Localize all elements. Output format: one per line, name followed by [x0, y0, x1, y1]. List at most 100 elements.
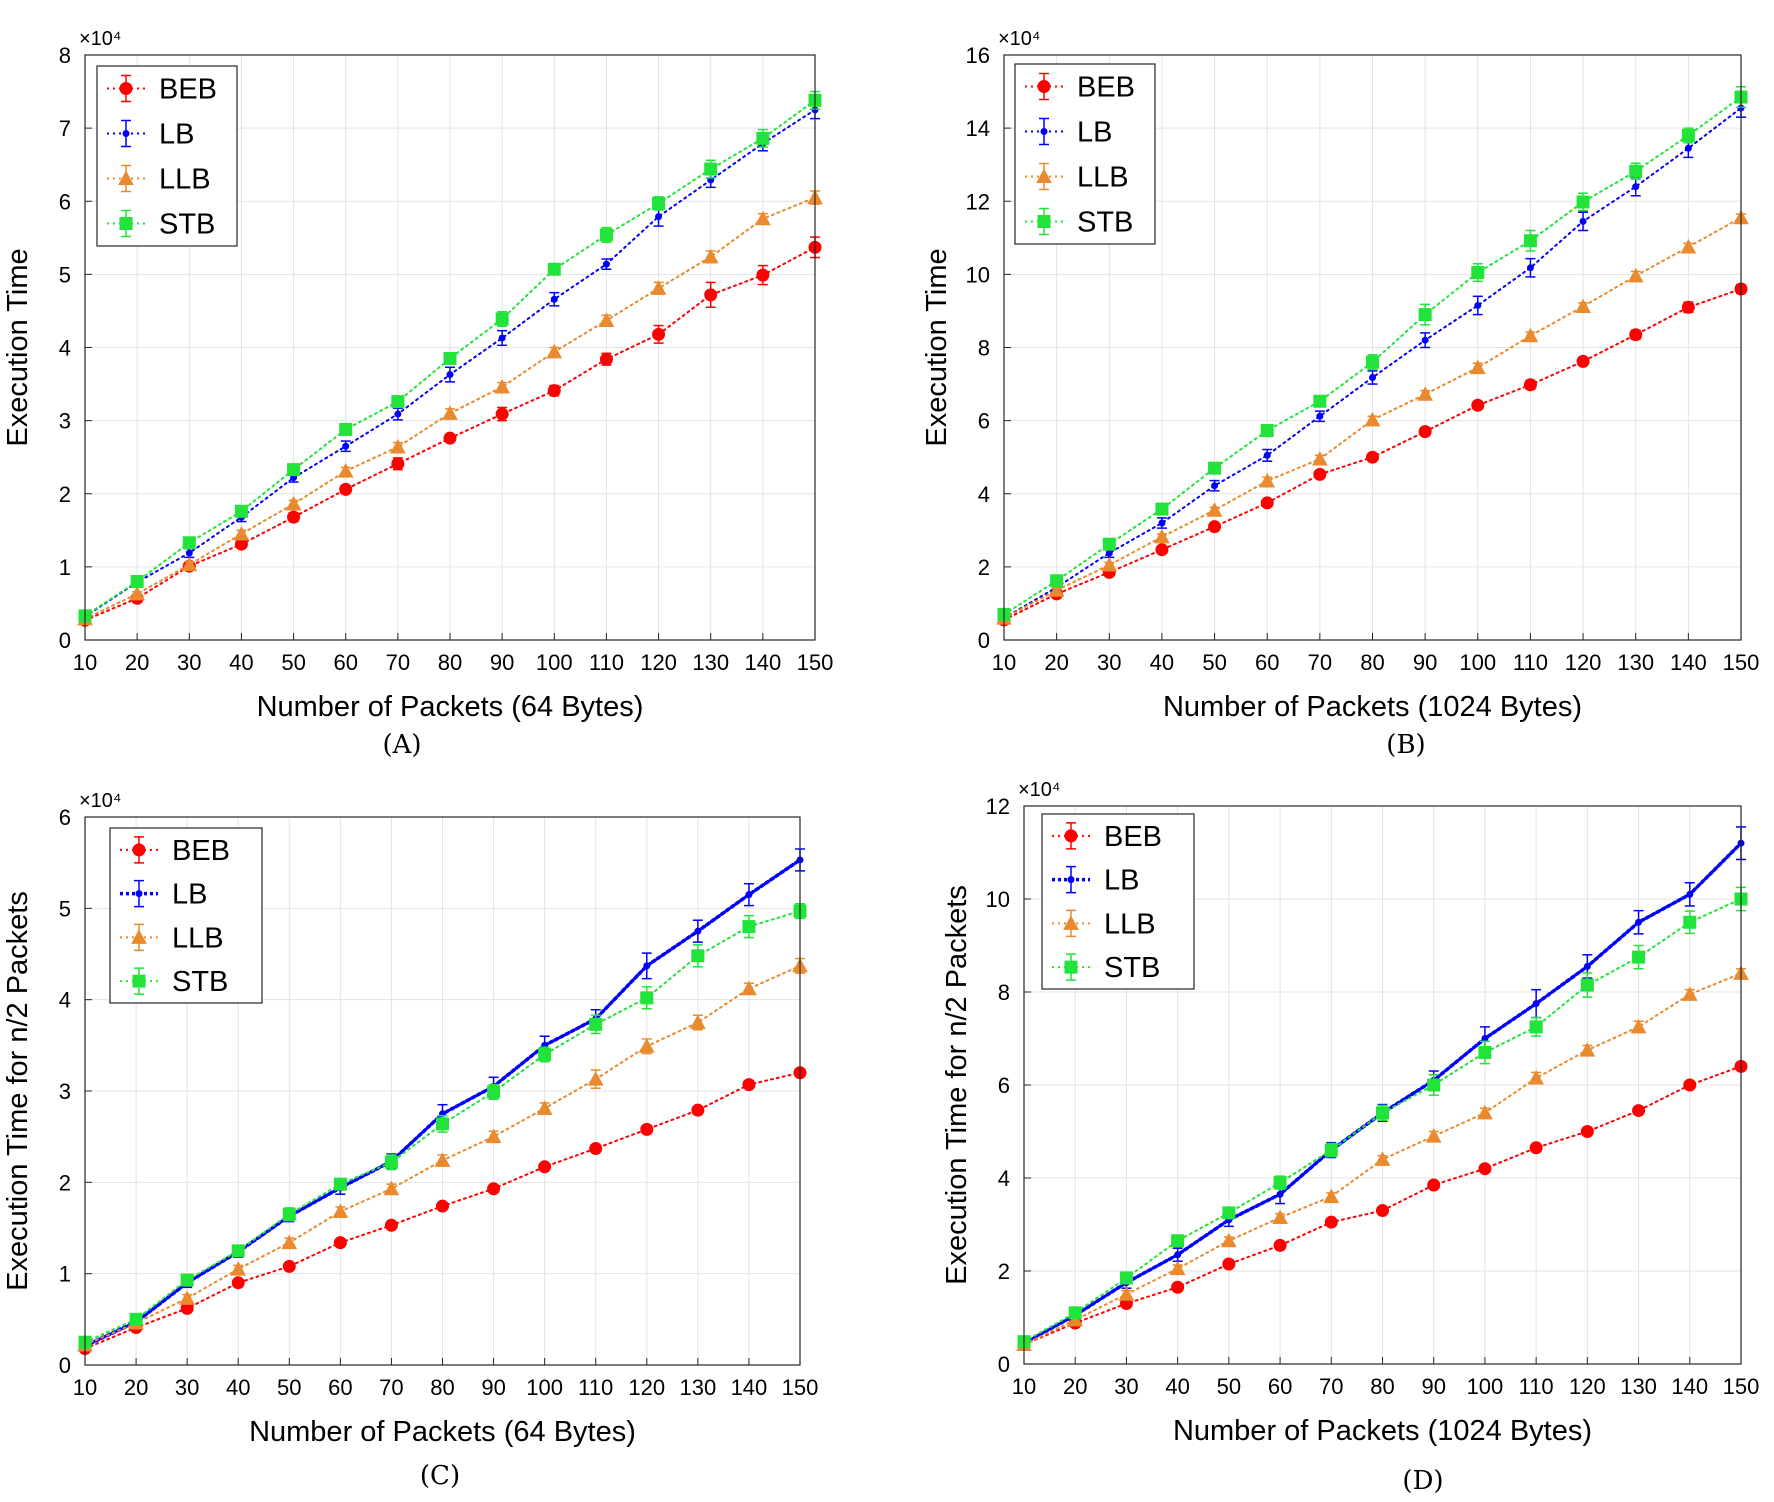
chart-c-y-tick-label: 5	[59, 896, 71, 921]
chart-c-series-stb	[78, 903, 807, 1349]
chart-b-point-lb	[1526, 264, 1534, 272]
chart-a-point-beb	[547, 384, 561, 398]
chart-d-point-stb	[1273, 1176, 1287, 1190]
chart-c-point-beb	[282, 1259, 296, 1273]
chart-c-point-beb	[640, 1122, 654, 1136]
chart-c-point-stb	[436, 1117, 449, 1131]
chart-a-series-llb	[77, 189, 823, 626]
chart-a-legend-marker-beb	[119, 82, 133, 95]
chart-d-point-stb	[1580, 978, 1594, 992]
chart-c-x-tick-label: 20	[124, 1375, 148, 1400]
chart-a-point-stb	[495, 312, 509, 326]
chart-c-x-tick-label: 10	[73, 1375, 97, 1400]
chart-c-y-tick-label: 6	[59, 805, 71, 830]
chart-d-point-beb	[1580, 1125, 1594, 1138]
chart-b-legend-item-stb: STB	[1025, 207, 1133, 239]
chart-d-legend-item-stb: STB	[1052, 952, 1160, 984]
chart-b-point-lb	[1421, 336, 1429, 344]
chart-b-point-stb	[1471, 266, 1485, 280]
chart-b-point-stb	[1050, 574, 1064, 588]
chart-b-point-beb	[1681, 300, 1695, 314]
chart-d-point-llb	[1477, 1104, 1493, 1120]
chart-c-x-tick-label: 40	[226, 1375, 250, 1400]
chart-d-point-stb	[1478, 1045, 1492, 1059]
chart-c-point-stb	[640, 991, 654, 1005]
chart-d-x-tick-label: 150	[1723, 1374, 1760, 1399]
chart-d-exponent-label: ×10⁴	[1018, 779, 1061, 801]
chart-a-x-tick-label: 30	[177, 650, 201, 675]
chart-b-point-stb	[1208, 461, 1222, 475]
chart-c-exponent-label: ×10⁴	[79, 790, 122, 812]
chart-a-svg: 10 20 30 40 50 60 70 80 90 100 110 120 130 140 150 0 1 2 3…	[2, 28, 833, 723]
chart-b-y-tick-label: 6	[978, 409, 990, 434]
chart-b-y-axis-label: Execution Time	[921, 248, 953, 446]
chart-b-point-stb	[1418, 308, 1432, 322]
chart-a-legend: BEB LB LLB STB	[96, 65, 238, 247]
chart-b-x-axis-label: Number of Packets (1024 Bytes)	[1163, 691, 1582, 723]
chart-a-point-beb	[287, 510, 301, 524]
chart-b-x-tick-label: 50	[1202, 650, 1226, 675]
chart-b-point-llb	[1154, 528, 1170, 544]
chart-b-point-llb	[1259, 472, 1276, 488]
chart-d-point-llb	[1528, 1069, 1544, 1085]
chart-a-legend-marker-stb	[119, 217, 133, 230]
chart-panel-d: 10 20 30 40 50 60 70 80 90 100 110 120 130 140 150 0 2 4 6…	[887, 760, 1774, 1502]
chart-b-x-tick-label: 40	[1150, 650, 1174, 675]
chart-d-x-tick-label: 30	[1114, 1374, 1138, 1399]
chart-b-point-llb	[1469, 359, 1486, 375]
chart-c-x-tick-label: 140	[731, 1375, 768, 1400]
chart-c-series-beb	[78, 1066, 807, 1356]
chart-d-legend-label-llb: LLB	[1104, 908, 1156, 940]
chart-a-axes-box	[84, 54, 816, 641]
chart-d-legend-marker-llb	[1063, 915, 1079, 930]
chart-a-point-beb	[704, 288, 718, 302]
chart-a-point-beb	[391, 457, 405, 471]
chart-a-series-beb	[78, 236, 822, 627]
chart-b-x-tick-label: 110	[1513, 650, 1548, 675]
chart-b-point-beb	[1523, 378, 1537, 392]
chart-a-point-llb	[494, 378, 510, 394]
chart-d-axes-box	[1023, 805, 1742, 1365]
chart-d-x-tick-label: 40	[1165, 1374, 1189, 1399]
chart-d-point-llb	[1272, 1209, 1288, 1225]
chart-a-point-lb	[394, 410, 402, 418]
chart-b-x-tick-label: 70	[1308, 650, 1332, 675]
chart-a-point-stb	[287, 463, 301, 477]
caption-a: (A)	[382, 730, 422, 760]
chart-a-y-tick-label: 1	[59, 555, 71, 580]
chart-d-point-stb	[1427, 1078, 1441, 1092]
chart-d-y-tick-label: 6	[998, 1073, 1010, 1098]
chart-a-point-stb	[652, 196, 666, 210]
chart-c-y-tick-label: 3	[59, 1079, 71, 1104]
chart-d-x-tick-label: 80	[1370, 1374, 1394, 1399]
chart-d-series-stb	[1017, 886, 1748, 1349]
chart-c-x-tick-label: 100	[526, 1375, 563, 1400]
chart-d-x-tick-label: 120	[1569, 1374, 1606, 1399]
chart-b-point-stb	[1681, 128, 1695, 142]
chart-c-point-beb	[589, 1142, 603, 1156]
chart-c-point-llb	[587, 1071, 604, 1086]
chart-b-series-stb	[997, 86, 1748, 621]
chart-a-point-llb	[390, 438, 406, 454]
chart-c-legend-item-lb: LB	[120, 879, 207, 911]
chart-a-y-tick-label: 7	[59, 116, 71, 141]
chart-a-y-tick-label: 6	[59, 189, 71, 214]
chart-d-legend-marker-stb	[1064, 960, 1078, 974]
chart-c-point-beb	[333, 1236, 347, 1250]
chart-c-legend-marker-stb	[132, 974, 146, 988]
chart-b-line-stb	[1003, 96, 1742, 616]
chart-c-point-lb	[745, 891, 753, 899]
chart-b-axes-box	[1003, 54, 1742, 641]
chart-b-legend-item-llb: LLB	[1025, 162, 1129, 194]
chart-c-point-llb	[179, 1290, 195, 1305]
chart-b-point-stb	[1366, 355, 1379, 369]
chart-a-point-stb	[599, 228, 613, 242]
chart-b-y-tick-label: 10	[966, 262, 990, 287]
chart-b-point-beb	[1313, 467, 1327, 481]
chart-c-legend: BEB LB LLB STB	[109, 827, 263, 1004]
chart-a-legend-marker-llb	[118, 170, 134, 185]
chart-b-x-tick-label: 150	[1723, 650, 1760, 675]
chart-c-y-axis-label: Execution Time for n/2 Packets	[2, 891, 34, 1291]
chart-d-x-tick-label: 10	[1012, 1374, 1036, 1399]
chart-a-point-llb	[702, 248, 719, 264]
